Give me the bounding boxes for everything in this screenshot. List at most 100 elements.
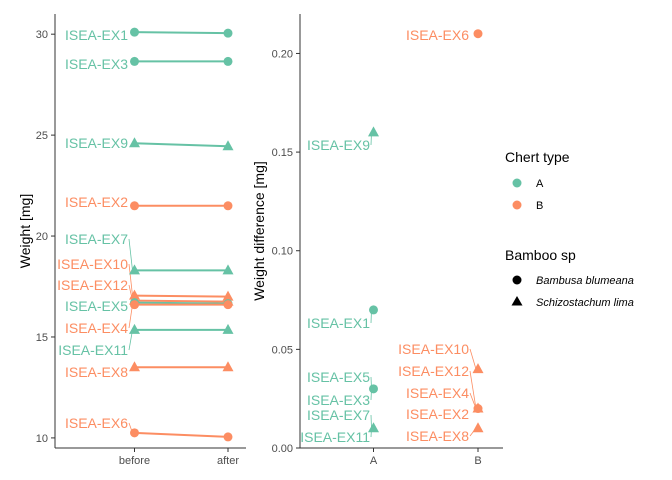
point-label-isea-ex10: ISEA-EX10 <box>57 256 128 272</box>
right-y-tick-label: 0.00 <box>272 443 293 455</box>
left-y-axis-title: Weight [mg] <box>17 194 33 268</box>
point-before-isea-ex6 <box>130 428 139 438</box>
right-x-tick-label: A <box>370 455 378 467</box>
point-label-isea-ex9: ISEA-EX9 <box>65 135 128 151</box>
diff-point-label-isea-ex11: ISEA-EX11 <box>300 429 370 445</box>
point-before-isea-ex1 <box>130 27 139 37</box>
left-y-tick-label: 10 <box>36 433 48 445</box>
point-label-isea-ex4: ISEA-EX4 <box>65 320 128 336</box>
diff-point-label-isea-ex12: ISEA-EX12 <box>398 363 469 379</box>
series-line-isea-ex6 <box>134 431 229 438</box>
legend-bamboo-triangle-label: Schizostachum lima <box>536 297 634 309</box>
legend-chert-title: Chert type <box>505 149 570 165</box>
right-y-tick-label: 0.10 <box>272 246 293 258</box>
left-y-ticks: 10 15 20 25 30 <box>36 29 55 445</box>
left-x-tick-label: after <box>217 455 239 467</box>
right-y-tick-label: 0.15 <box>272 147 293 159</box>
point-after-isea-ex11 <box>222 323 234 334</box>
legend-chert-b-key <box>512 200 522 210</box>
diff-point-isea-ex10 <box>472 363 484 374</box>
left-x-tick-label: before <box>119 455 150 467</box>
diff-point-label-isea-ex10: ISEA-EX10 <box>398 341 469 357</box>
point-after-isea-ex4 <box>223 300 233 310</box>
label-connector-isea-ex7 <box>128 238 133 271</box>
right-panel: ISEA-EX6 ISEA-EX9 ISEA-EX1 ISEA-EX10 ISEA-EX… <box>251 14 503 467</box>
legend-chert-b-label: B <box>536 200 543 212</box>
point-before-isea-ex4 <box>130 300 139 310</box>
point-after-isea-ex9 <box>222 140 234 151</box>
left-panel: ISEA-EX1 ISEA-EX3 ISEA-EX9 ISEA-EX2 ISEA-EX7… <box>17 14 246 467</box>
legend: Chert type A B Bamboo sp Bambusa blumean… <box>505 149 634 309</box>
series-line-isea-ex5 <box>134 301 229 305</box>
left-series-points <box>129 27 234 442</box>
diff-point-isea-ex7 <box>368 422 379 433</box>
legend-bamboo-circle-label: Bambusa blumeana <box>536 275 634 287</box>
label-connector-isea-ex10 <box>128 263 133 296</box>
point-before-isea-ex3 <box>130 56 139 66</box>
left-x-ticks: before after <box>119 448 239 467</box>
point-before-isea-ex10 <box>129 289 140 300</box>
right-y-ticks: 0.00 0.05 0.10 0.15 0.20 <box>272 48 300 455</box>
diff-point-label-isea-ex8: ISEA-EX8 <box>406 428 469 444</box>
diff-point-label-isea-ex4: ISEA-EX4 <box>406 385 469 401</box>
left-y-tick-label: 20 <box>36 231 48 243</box>
point-label-isea-ex2: ISEA-EX2 <box>65 194 128 210</box>
series-line-isea-ex1 <box>134 31 229 35</box>
diff-point-label-isea-ex2: ISEA-EX2 <box>406 406 469 422</box>
diff-point-isea-ex5 <box>369 384 378 394</box>
right-point-labels: ISEA-EX6 ISEA-EX9 ISEA-EX1 ISEA-EX10 ISEA-EX… <box>300 27 469 445</box>
series-line-isea-ex9 <box>134 142 229 148</box>
left-series-lines <box>134 31 229 438</box>
diff-label-connector-isea-ex12 <box>469 370 477 409</box>
left-point-labels: ISEA-EX1 ISEA-EX3 ISEA-EX9 ISEA-EX2 ISEA-EX7… <box>57 27 128 431</box>
left-y-tick-label: 25 <box>36 130 48 142</box>
point-label-isea-ex1: ISEA-EX1 <box>65 27 128 43</box>
label-connector-isea-ex4 <box>128 304 133 329</box>
left-y-tick-label: 30 <box>36 29 48 41</box>
right-y-tick-label: 0.05 <box>272 344 293 356</box>
legend-bamboo-triangle-key <box>511 296 523 306</box>
diff-point-label-isea-ex5: ISEA-EX5 <box>307 369 370 385</box>
series-line-isea-ex10 <box>134 294 229 298</box>
left-y-tick-label: 15 <box>36 332 48 344</box>
point-label-isea-ex6: ISEA-EX6 <box>65 415 128 431</box>
left-label-connectors <box>128 238 133 433</box>
right-y-tick-label: 0.20 <box>272 48 293 60</box>
diff-point-label-isea-ex1: ISEA-EX1 <box>307 315 370 331</box>
right-y-axis-title: Weight difference [mg] <box>251 161 267 301</box>
point-after-isea-ex1 <box>223 28 233 38</box>
diff-point-isea-ex9 <box>368 126 379 137</box>
point-before-isea-ex9 <box>129 137 140 148</box>
point-after-isea-ex8 <box>222 361 234 372</box>
point-after-isea-ex10 <box>222 290 234 301</box>
point-label-isea-ex7: ISEA-EX7 <box>65 231 128 247</box>
diff-point-label-isea-ex3: ISEA-EX3 <box>307 392 370 408</box>
diff-point-isea-ex6 <box>473 29 483 39</box>
diff-point-label-isea-ex6: ISEA-EX6 <box>406 27 469 43</box>
point-before-isea-ex2 <box>130 201 139 211</box>
legend-chert-a-key <box>512 178 522 188</box>
right-series-points <box>368 29 484 433</box>
point-label-isea-ex5: ISEA-EX5 <box>65 298 128 314</box>
legend-bamboo-title: Bamboo sp <box>505 247 576 263</box>
point-before-isea-ex7 <box>129 264 140 275</box>
point-after-isea-ex3 <box>223 56 233 66</box>
point-before-isea-ex8 <box>129 361 140 372</box>
point-after-isea-ex6 <box>223 432 233 442</box>
point-after-isea-ex7 <box>222 264 234 275</box>
point-label-isea-ex11: ISEA-EX11 <box>58 342 128 358</box>
diff-point-label-isea-ex9: ISEA-EX9 <box>307 137 370 153</box>
diff-label-connector-isea-ex7 <box>370 414 372 429</box>
point-before-isea-ex11 <box>129 323 140 334</box>
diff-label-connector-isea-ex10 <box>469 348 477 370</box>
legend-chert-a-label: A <box>536 178 544 190</box>
series-line-isea-ex12 <box>134 299 229 303</box>
legend-bamboo-circle-key <box>512 275 522 285</box>
diff-point-isea-ex4 <box>473 404 483 414</box>
diff-point-isea-ex1 <box>369 305 378 315</box>
point-label-isea-ex3: ISEA-EX3 <box>65 56 128 72</box>
point-label-isea-ex8: ISEA-EX8 <box>65 364 128 380</box>
diff-point-isea-ex8 <box>472 422 484 433</box>
